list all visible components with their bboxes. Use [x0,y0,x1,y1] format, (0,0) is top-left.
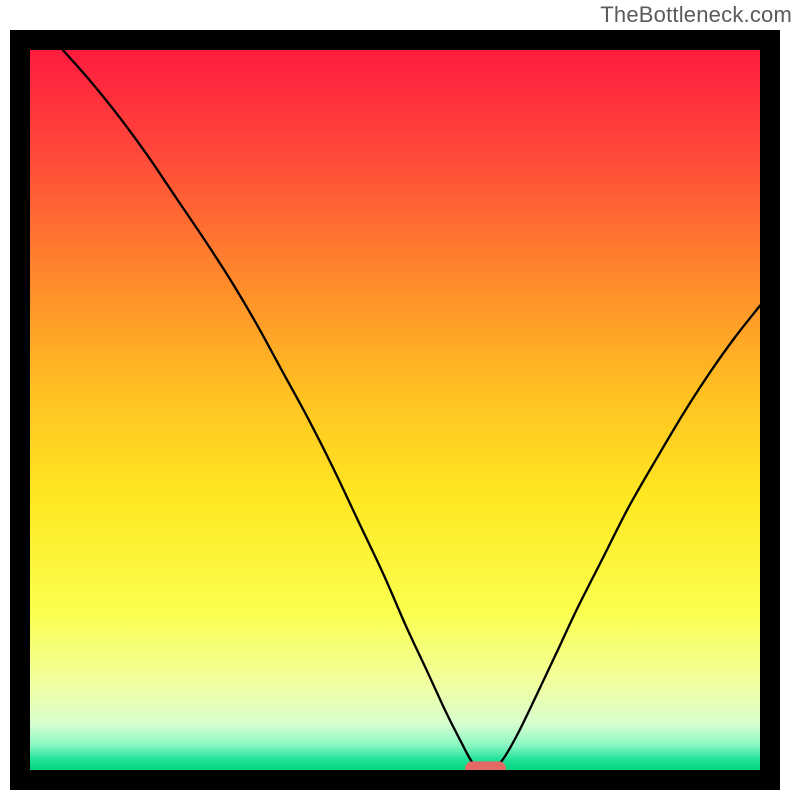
chart-container: TheBottleneck.com [0,0,800,800]
watermark-text: TheBottleneck.com [600,2,792,28]
gradient-background [30,50,760,770]
bottleneck-chart [0,0,800,800]
